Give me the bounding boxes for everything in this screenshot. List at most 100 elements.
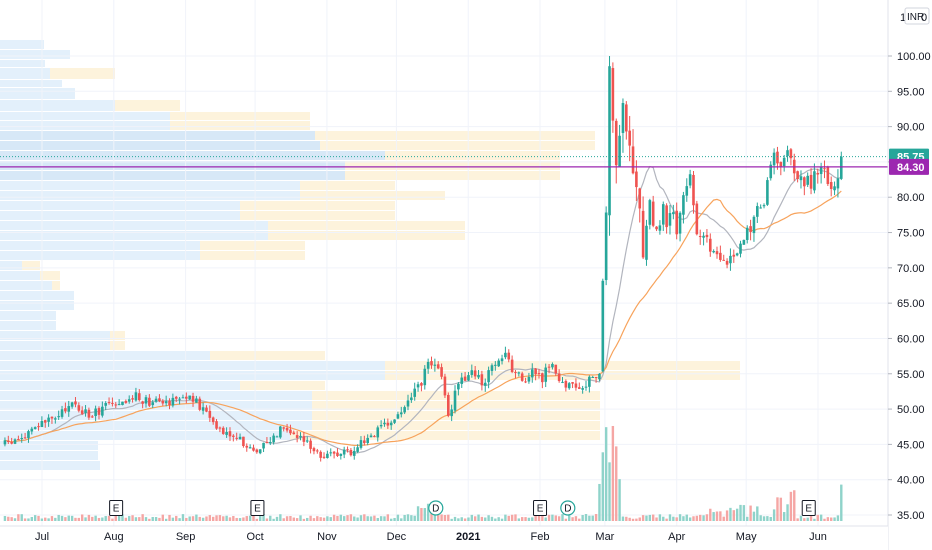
candle-body (749, 226, 752, 233)
volume-bar (564, 518, 568, 521)
volume-bar (154, 517, 158, 521)
volume-bar (819, 514, 823, 521)
volume-bar (131, 515, 134, 521)
candle-body (80, 410, 84, 414)
settings-glyph[interactable]: 0 (921, 12, 927, 24)
earnings-badge[interactable]: E (250, 500, 265, 516)
vp-up-row (0, 171, 345, 180)
vp-up-row (0, 241, 200, 250)
candle-body (702, 235, 705, 238)
x-tick-label: Feb (531, 531, 550, 543)
candle-body (101, 406, 104, 416)
scale-button[interactable]: 1 (900, 12, 906, 24)
volume-bar (779, 497, 783, 521)
volume-bar (406, 514, 410, 521)
volume-bar (803, 518, 806, 521)
volume-bar (168, 514, 171, 521)
earnings-badge[interactable]: E (533, 500, 548, 516)
candle-body (675, 210, 678, 235)
candle-body (655, 226, 658, 230)
volume-bar (830, 517, 833, 521)
dividend-badge[interactable]: D (428, 500, 444, 516)
candle-body (725, 260, 729, 265)
y-tick-label: 90.00 (897, 122, 925, 134)
candle-body (557, 373, 561, 382)
volume-bar (470, 514, 474, 521)
candle-body (517, 372, 521, 374)
vp-up-row (0, 281, 52, 290)
candle-body (64, 408, 67, 412)
earnings-badge[interactable]: E (801, 500, 816, 516)
vp-up-row (0, 311, 56, 320)
candle-body (524, 381, 527, 383)
volume-bar (379, 516, 383, 521)
candle-body (413, 388, 417, 397)
candle-body (322, 456, 326, 458)
candle-body (440, 367, 443, 377)
volume-bar (151, 516, 154, 521)
volume-bar (651, 514, 655, 521)
volume-bar (534, 515, 537, 521)
volume-bar (786, 504, 789, 521)
badge-label: D (432, 504, 439, 515)
candle-body (154, 398, 158, 402)
volume-bar (682, 516, 685, 521)
candle-body (766, 180, 769, 205)
volume-bar (329, 517, 332, 521)
volume-bar (510, 514, 514, 521)
dividend-badge[interactable]: D (560, 500, 576, 516)
candle-body (305, 440, 309, 442)
volume-bar (769, 516, 772, 521)
currency-box[interactable] (904, 7, 930, 25)
volume-bar (460, 517, 463, 521)
candle-body (77, 405, 81, 411)
volume-bar (87, 514, 91, 521)
candle-body (500, 358, 504, 362)
candle-body (379, 425, 383, 427)
volume-bar (272, 518, 275, 521)
candle-body (272, 435, 275, 443)
badge-box (533, 500, 548, 516)
volume-bar (322, 517, 326, 521)
candle-body (645, 225, 648, 260)
candle-body (786, 150, 789, 156)
candle-body (137, 393, 141, 401)
volume-bar (826, 517, 830, 521)
candle-body (829, 182, 833, 189)
candle-body (588, 376, 591, 387)
candle-body (782, 157, 786, 167)
volume-bar (719, 511, 722, 521)
volume-bar (211, 516, 215, 521)
vp-up-row (0, 100, 115, 111)
candle-body (473, 370, 477, 377)
candle-body (769, 164, 773, 179)
candle-body (215, 421, 218, 429)
volume-bar (70, 515, 74, 521)
x-tick-label: May (736, 531, 757, 543)
candle-body (248, 447, 252, 449)
volume-bar (44, 517, 47, 521)
volume-bar (3, 515, 7, 521)
candle-body (527, 376, 531, 382)
volume-bar (339, 514, 343, 521)
candle-body (809, 174, 813, 189)
candle-body (651, 201, 655, 226)
candle-body (520, 373, 524, 381)
volume-bar (346, 515, 349, 521)
volume-bar (111, 518, 114, 521)
volume-bar (342, 516, 346, 521)
earnings-badge[interactable]: E (109, 500, 124, 516)
vp-up-row (0, 88, 75, 99)
candle-body (483, 382, 487, 386)
volume-bar (158, 517, 161, 521)
candle-body (813, 171, 816, 191)
volume-bar (141, 514, 144, 521)
volume-bar (40, 518, 44, 521)
x-tick-label: Dec (387, 531, 407, 543)
vp-up-row (0, 151, 385, 160)
candle-body (3, 440, 7, 445)
candle-body (581, 388, 584, 390)
candle-body (369, 435, 373, 438)
candle-body (446, 394, 450, 416)
